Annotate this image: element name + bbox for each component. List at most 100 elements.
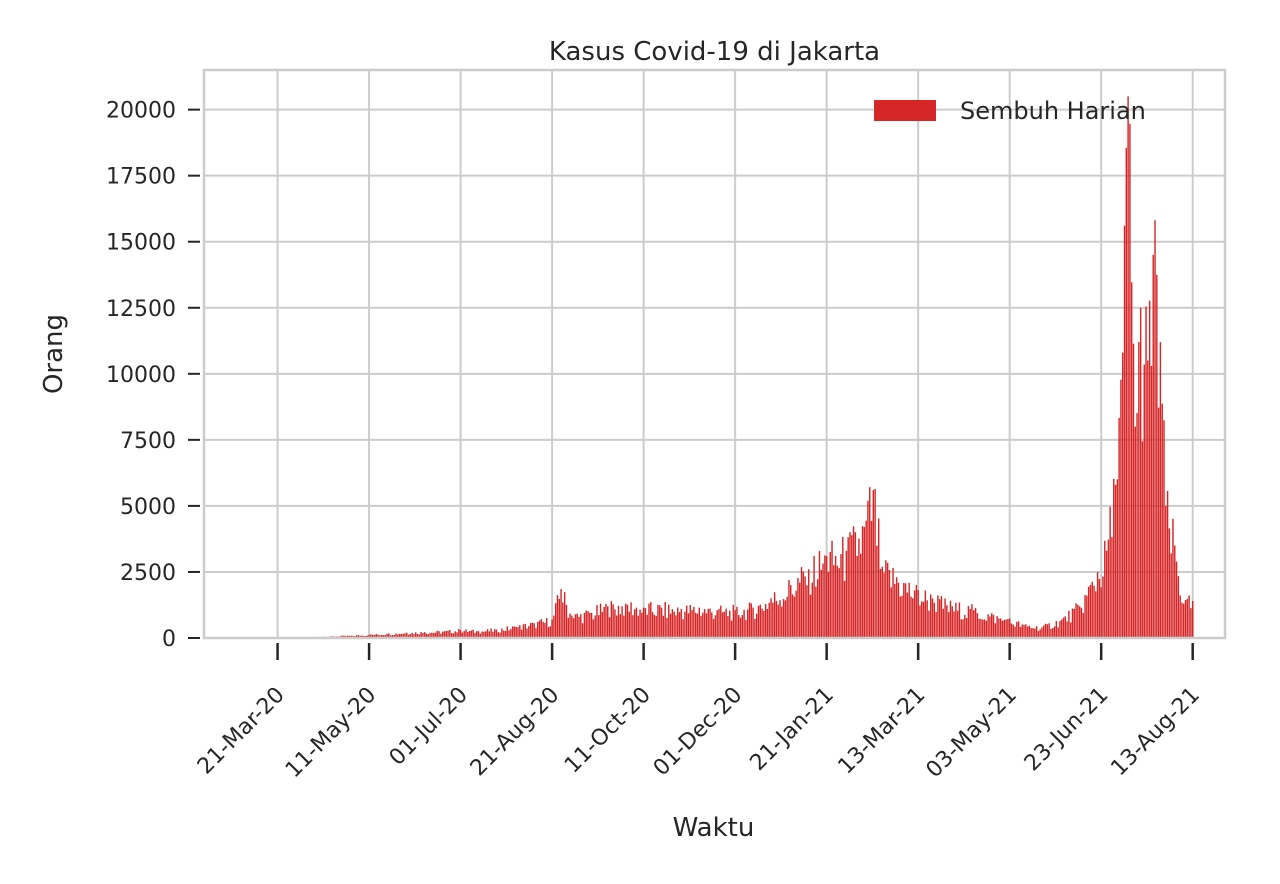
bar <box>932 598 933 638</box>
bar <box>528 626 529 638</box>
bar <box>1138 342 1139 638</box>
bar <box>987 614 988 638</box>
bar <box>788 580 789 638</box>
bar <box>828 572 829 638</box>
bar <box>980 619 981 638</box>
bar <box>591 613 592 638</box>
bar <box>1163 420 1164 638</box>
bar <box>903 583 904 638</box>
bar <box>1158 408 1159 638</box>
bar <box>975 608 976 638</box>
bar <box>864 527 865 638</box>
bar <box>643 608 644 638</box>
plot-frame <box>204 70 1225 638</box>
bar <box>519 625 520 638</box>
y-tick-label: 20000 <box>106 99 176 124</box>
bar <box>603 607 604 638</box>
bar <box>544 623 545 638</box>
bar <box>672 609 673 638</box>
bar <box>652 612 653 638</box>
bar <box>727 616 728 638</box>
bar <box>679 612 680 638</box>
bar <box>1129 124 1130 638</box>
bar <box>1179 595 1180 638</box>
bar <box>1115 485 1116 638</box>
bar <box>1117 479 1118 638</box>
bar <box>901 596 902 638</box>
bar <box>1072 609 1073 638</box>
bar <box>887 563 888 638</box>
bar <box>575 614 576 638</box>
x-tick-label: 13-Aug-21 <box>1106 683 1205 782</box>
y-tick-label: 5000 <box>120 495 176 520</box>
bar <box>952 606 953 638</box>
bar <box>1181 603 1182 638</box>
bar <box>919 606 920 638</box>
bar <box>900 597 901 638</box>
bar <box>564 592 565 638</box>
bar <box>858 539 859 638</box>
bar <box>1170 553 1171 638</box>
bar <box>593 619 594 638</box>
bar <box>1048 623 1049 638</box>
bar <box>614 609 615 638</box>
bar <box>801 567 802 638</box>
bar <box>1052 628 1053 638</box>
bar <box>792 594 793 638</box>
bar <box>650 602 651 638</box>
bar <box>885 560 886 638</box>
bar <box>867 501 868 638</box>
bar <box>815 587 816 638</box>
x-tick-label: 11-May-20 <box>281 683 381 783</box>
bar <box>803 572 804 638</box>
bar <box>883 573 884 638</box>
bar <box>763 611 764 638</box>
bar <box>966 618 967 638</box>
bar <box>948 612 949 638</box>
bar <box>1079 606 1080 638</box>
bar <box>770 598 771 638</box>
bar <box>578 617 579 638</box>
bar <box>962 619 963 638</box>
bar <box>1065 616 1066 638</box>
bar <box>1059 621 1060 638</box>
bar <box>1113 479 1114 638</box>
bar <box>835 556 836 638</box>
bar <box>1077 605 1078 638</box>
bar <box>1122 353 1123 638</box>
bar <box>751 603 752 638</box>
bar <box>494 629 495 638</box>
bar <box>1005 620 1006 638</box>
bar <box>611 601 612 638</box>
bar <box>587 611 588 638</box>
bar <box>1142 441 1143 638</box>
bar <box>1144 365 1145 638</box>
bar <box>725 609 726 638</box>
bar <box>1000 619 1001 638</box>
bar <box>1084 595 1085 638</box>
bar <box>1165 506 1166 638</box>
bar <box>700 616 701 638</box>
x-tick-label: 11-Oct-20 <box>560 683 656 779</box>
bar <box>580 614 581 638</box>
bar <box>860 554 861 638</box>
bar <box>677 607 678 638</box>
bar <box>1151 366 1152 638</box>
bar <box>1127 96 1128 638</box>
bar <box>880 569 881 638</box>
bar <box>781 607 782 638</box>
bar <box>777 605 778 638</box>
bar <box>1149 301 1150 638</box>
bar <box>749 603 750 638</box>
bar <box>1020 627 1021 638</box>
bar <box>1185 600 1186 638</box>
bar <box>612 604 613 638</box>
bar <box>715 615 716 638</box>
bar <box>808 569 809 638</box>
x-axis-label: Waktu <box>673 813 755 843</box>
bar <box>873 490 874 638</box>
bar <box>1093 586 1094 638</box>
bar <box>982 620 983 638</box>
bar <box>708 609 709 638</box>
